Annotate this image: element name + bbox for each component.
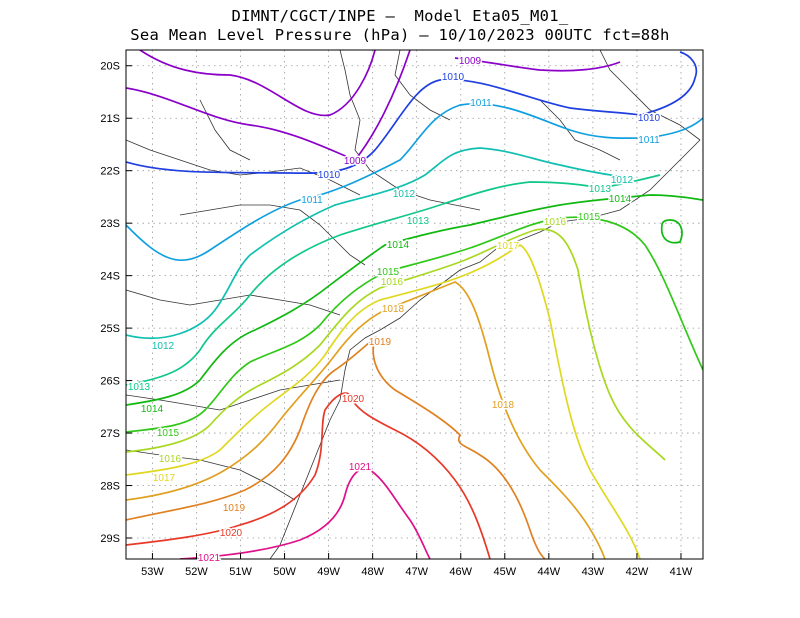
x-tick-label: 41W	[670, 566, 693, 578]
isobar-1012	[126, 147, 631, 339]
contour-label: 1010	[638, 113, 661, 124]
axis-ticks: 53W 52W 51W 50W 49W 48W 47W 46W 45W 44W 43W 42W 41W 2…	[100, 61, 692, 578]
x-tick-label: 53W	[141, 566, 164, 578]
contour-label: 1012	[152, 341, 175, 352]
contour-label: 1016	[159, 454, 182, 465]
x-tick-label: 47W	[405, 566, 428, 578]
contour-label: 1013	[128, 382, 151, 393]
contour-label: 1014	[387, 240, 410, 251]
contour-label: 1014	[609, 194, 632, 205]
chart-title-line-1: DIMNT/CGCT/INPE – Model Eta05_M01_	[231, 7, 569, 25]
contour-label: 1010	[318, 170, 341, 181]
x-tick-label: 49W	[317, 566, 340, 578]
contour-labels: 1009100910101010101010111011101110121012…	[126, 55, 662, 566]
contour-label: 1020	[342, 394, 365, 405]
isobars	[126, 50, 703, 559]
x-tick-label: 43W	[582, 566, 605, 578]
contour-label: 1017	[497, 241, 520, 252]
contour-label: 1011	[301, 195, 323, 206]
contour-label: 1011	[638, 135, 660, 146]
contour-label: 1012	[393, 189, 416, 200]
isobar-1014	[126, 194, 703, 406]
contour-label: 1009	[344, 156, 367, 167]
isobar-1016	[126, 228, 666, 461]
y-tick-label: 20S	[100, 61, 120, 73]
contour-label: 1015	[157, 428, 180, 439]
contour-label: 1013	[589, 184, 612, 195]
chart-title-line-2: Sea Mean Level Pressure (hPa) – 10/10/20…	[130, 26, 670, 44]
x-tick-label: 51W	[229, 566, 252, 578]
y-tick-label: 23S	[100, 218, 120, 230]
contour-label: 1016	[544, 217, 567, 228]
boundaries	[126, 50, 701, 559]
isobar-1011	[126, 102, 703, 262]
contour-label: 1014	[141, 404, 164, 415]
contour-label: 1017	[153, 473, 176, 484]
contour-label: 1010	[442, 72, 465, 83]
state-border	[179, 204, 366, 266]
contour-label: 1018	[382, 304, 405, 315]
contour-label: 1016	[381, 277, 404, 288]
state-border	[126, 289, 341, 316]
contour-label: 1011	[470, 98, 492, 109]
state-border	[126, 139, 361, 196]
y-tick-label: 26S	[100, 376, 120, 388]
state-border	[126, 379, 341, 411]
state-border	[394, 50, 451, 121]
state-border	[539, 99, 621, 161]
isobar-1014	[660, 219, 683, 244]
isobar-1021	[179, 467, 431, 559]
contour-label: 1012	[611, 175, 634, 186]
contour-label: 1021	[349, 462, 372, 473]
contour-label: 1021	[198, 553, 221, 564]
x-tick-label: 50W	[273, 566, 296, 578]
y-tick-label: 27S	[100, 428, 120, 440]
y-tick-label: 29S	[100, 533, 120, 545]
isobar-1009	[126, 50, 411, 162]
contour-label: 1019	[369, 337, 392, 348]
x-tick-label: 52W	[185, 566, 208, 578]
x-tick-label: 42W	[626, 566, 649, 578]
state-border	[199, 99, 251, 161]
x-tick-label: 46W	[449, 566, 472, 578]
contour-label: 1015	[578, 212, 601, 223]
state-border	[126, 449, 296, 501]
contour-label: 1018	[492, 400, 515, 411]
isobar-1015	[126, 216, 703, 433]
contour-label: 1009	[459, 56, 482, 67]
isobar-1009	[454, 57, 621, 72]
isobar-1018	[126, 281, 606, 559]
x-tick-label: 48W	[361, 566, 384, 578]
isobar-1013	[126, 174, 661, 386]
y-tick-label: 21S	[100, 113, 120, 125]
y-tick-label: 22S	[100, 166, 120, 178]
contour-label: 1013	[407, 216, 430, 227]
isobar-1019	[126, 335, 546, 559]
x-tick-label: 44W	[538, 566, 561, 578]
contour-label: 1019	[223, 503, 246, 514]
isobar-1010	[126, 78, 641, 175]
isobar-1020	[126, 392, 491, 559]
isobar-1010	[639, 51, 698, 116]
contour-label: 1020	[220, 528, 243, 539]
y-tick-label: 28S	[100, 481, 120, 493]
y-tick-label: 25S	[100, 323, 120, 335]
contour-label: 1015	[377, 267, 400, 278]
isobar-1009	[139, 50, 376, 117]
coastline	[269, 139, 701, 559]
isobar-1017	[126, 244, 641, 559]
map-frame	[125, 49, 704, 560]
x-tick-label: 45W	[493, 566, 516, 578]
y-tick-label: 24S	[100, 271, 120, 283]
